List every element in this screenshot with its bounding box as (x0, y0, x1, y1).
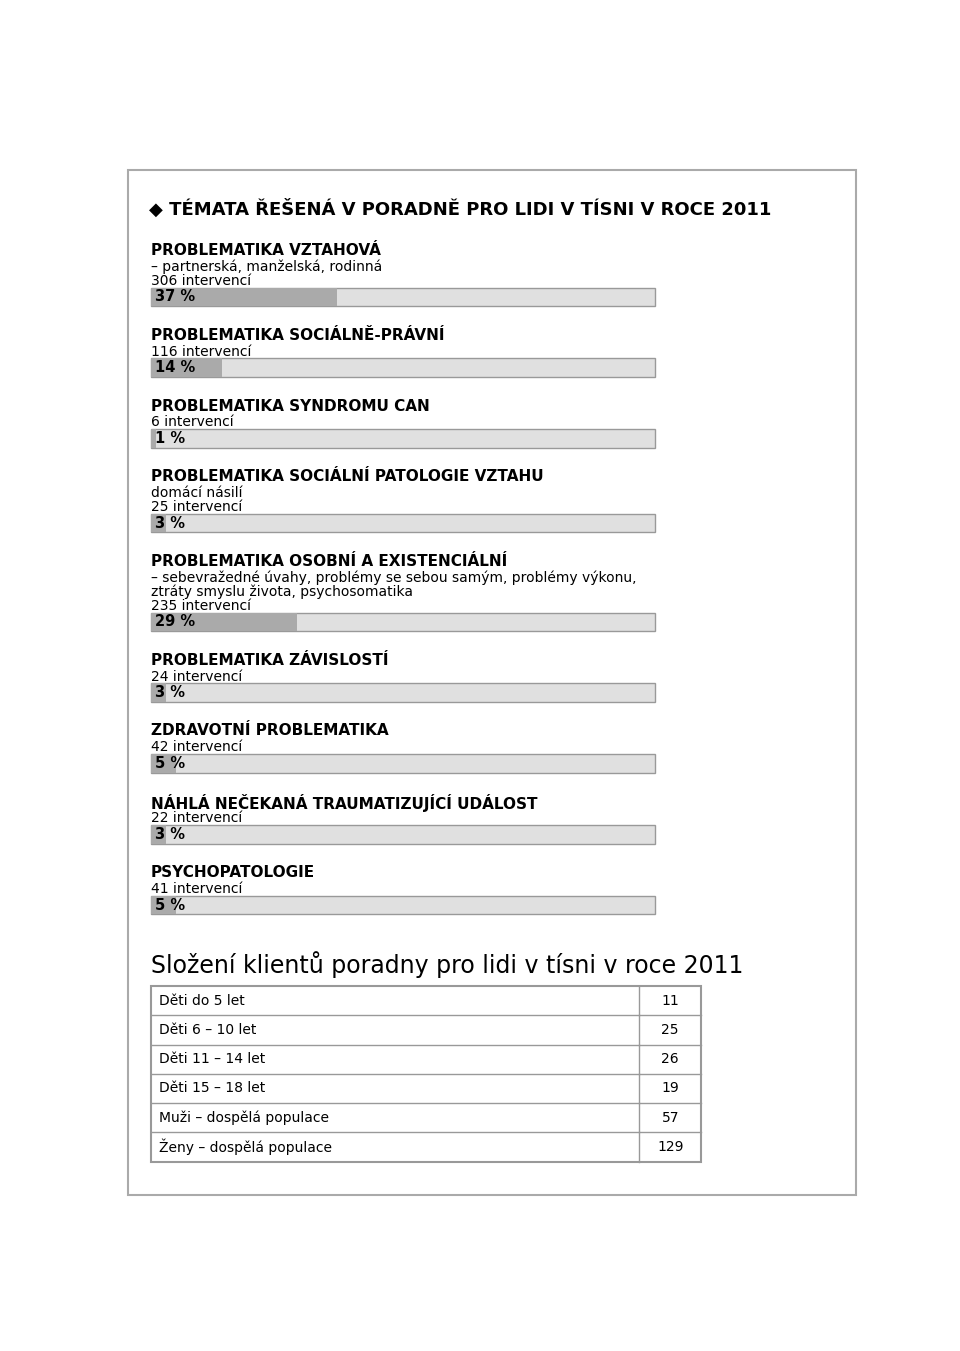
Text: domácí násilí: domácí násilí (151, 486, 243, 500)
Text: 235 intervencí: 235 intervencí (151, 598, 251, 613)
Text: ZDRAVOTNÍ PROBLEMATIKA: ZDRAVOTNÍ PROBLEMATIKA (151, 723, 389, 739)
Text: 3 %: 3 % (155, 685, 185, 700)
Text: Děti 11 – 14 let: Děti 11 – 14 let (158, 1052, 265, 1066)
Text: 306 intervencí: 306 intervencí (151, 274, 252, 288)
Text: – sebevražedné úvahy, problémy se sebou samým, problémy výkonu,: – sebevražedné úvahy, problémy se sebou … (151, 571, 636, 585)
Text: 22 intervencí: 22 intervencí (151, 811, 242, 825)
Text: 41 intervencí: 41 intervencí (151, 882, 242, 896)
Bar (151, 358, 655, 377)
Text: 11: 11 (661, 993, 679, 1008)
Text: PROBLEMATIKA SYNDROMU CAN: PROBLEMATIKA SYNDROMU CAN (151, 399, 430, 413)
Bar (151, 896, 177, 915)
Text: 3 %: 3 % (155, 827, 185, 842)
Text: 29 %: 29 % (155, 615, 195, 630)
Text: ◆ TÉMATA ŘEŠENÁ V PORADNĚ PRO LIDI V TÍSNI V ROCE 2011: ◆ TÉMATA ŘEŠENÁ V PORADNĚ PRO LIDI V TÍS… (150, 199, 772, 219)
Text: 37 %: 37 % (155, 289, 195, 304)
Bar (151, 513, 166, 532)
Text: 1 %: 1 % (155, 431, 185, 446)
Text: ztráty smyslu života, psychosomatika: ztráty smyslu života, psychosomatika (151, 585, 413, 600)
Text: PROBLEMATIKA SOCIÁLNĚ-PRÁVNÍ: PROBLEMATIKA SOCIÁLNĚ-PRÁVNÍ (151, 328, 444, 343)
Text: PROBLEMATIKA SOCIÁLNÍ PATOLOGIE VZTAHU: PROBLEMATIKA SOCIÁLNÍ PATOLOGIE VZTAHU (151, 469, 543, 485)
Text: PROBLEMATIKA OSOBNÍ A EXISTENCIÁLNÍ: PROBLEMATIKA OSOBNÍ A EXISTENCIÁLNÍ (151, 554, 507, 569)
Text: 57: 57 (661, 1111, 679, 1124)
Bar (151, 358, 222, 377)
Text: 14 %: 14 % (155, 361, 195, 376)
Bar (151, 825, 166, 843)
Text: – partnerská, manželská, rodinná: – partnerská, manželská, rodinná (151, 259, 382, 274)
Text: 42 intervencí: 42 intervencí (151, 740, 242, 754)
Text: Děti do 5 let: Děti do 5 let (158, 993, 245, 1008)
Text: 25: 25 (661, 1023, 679, 1038)
Bar (151, 612, 655, 631)
Text: Muži – dospělá populace: Muži – dospělá populace (158, 1111, 328, 1125)
Text: 5 %: 5 % (155, 897, 185, 913)
Text: PROBLEMATIKA ZÁVISLOSTÍ: PROBLEMATIKA ZÁVISLOSTÍ (151, 653, 389, 667)
Bar (151, 612, 297, 631)
Text: Děti 6 – 10 let: Děti 6 – 10 let (158, 1023, 256, 1038)
Text: 3 %: 3 % (155, 516, 185, 531)
Text: 25 intervencí: 25 intervencí (151, 500, 242, 515)
Bar (151, 986, 701, 1162)
Text: Složení klientů poradny pro lidi v tísni v roce 2011: Složení klientů poradny pro lidi v tísni… (151, 951, 743, 978)
Bar (151, 754, 177, 773)
Text: 6 intervencí: 6 intervencí (151, 416, 233, 430)
Text: 24 intervencí: 24 intervencí (151, 670, 242, 684)
Bar (151, 754, 655, 773)
Text: PSYCHOPATOLOGIE: PSYCHOPATOLOGIE (151, 865, 315, 880)
Bar (151, 684, 166, 703)
Bar (151, 513, 655, 532)
Bar (151, 896, 655, 915)
Text: Ženy – dospělá populace: Ženy – dospělá populace (158, 1139, 332, 1155)
Text: 129: 129 (657, 1140, 684, 1154)
Text: 5 %: 5 % (155, 757, 185, 771)
Text: NÁHLÁ NEČEKANÁ TRAUMATIZUJÍCÍ UDÁLOST: NÁHLÁ NEČEKANÁ TRAUMATIZUJÍCÍ UDÁLOST (151, 794, 538, 812)
Text: 116 intervencí: 116 intervencí (151, 345, 252, 358)
Bar (151, 430, 156, 447)
Text: 19: 19 (661, 1081, 679, 1096)
Bar (151, 288, 337, 307)
Text: PROBLEMATIKA VZTAHOVÁ: PROBLEMATIKA VZTAHOVÁ (151, 243, 381, 258)
Bar (151, 288, 655, 307)
Text: Děti 15 – 18 let: Děti 15 – 18 let (158, 1081, 265, 1096)
Bar (151, 430, 655, 447)
Text: 26: 26 (661, 1052, 679, 1066)
Bar (151, 825, 655, 843)
Bar (151, 684, 655, 703)
